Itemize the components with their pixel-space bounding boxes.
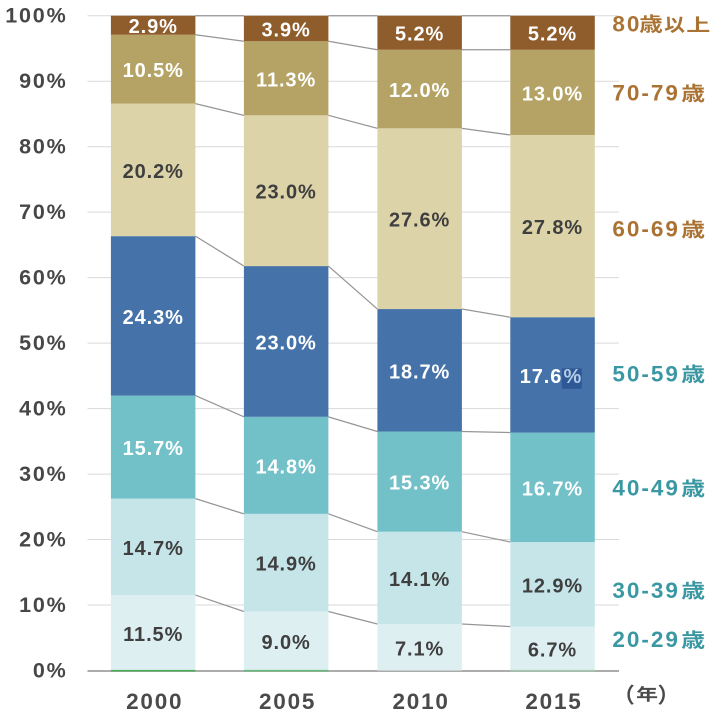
svg-text:50-59: 50-59: [612, 361, 680, 386]
svg-text:2010: 2010: [392, 689, 449, 714]
svg-text:11.5%: 11.5%: [123, 624, 183, 646]
svg-text:80: 80: [612, 11, 641, 36]
svg-text:27.6%: 27.6%: [389, 210, 450, 232]
svg-text:70%: 70%: [19, 200, 67, 224]
svg-text:2.9%: 2.9%: [129, 16, 178, 38]
svg-text:23.0%: 23.0%: [255, 182, 316, 204]
svg-text:23.0%: 23.0%: [255, 333, 316, 355]
svg-text:12.0%: 12.0%: [389, 80, 450, 102]
svg-text:40%: 40%: [19, 396, 67, 420]
svg-text:7.1%: 7.1%: [395, 638, 444, 660]
svg-text:14.1%: 14.1%: [389, 569, 450, 591]
svg-text:90%: 90%: [19, 69, 67, 93]
svg-text:27.8%: 27.8%: [522, 217, 583, 239]
svg-text:14.7%: 14.7%: [123, 538, 184, 560]
svg-text:16.7%: 16.7%: [522, 478, 583, 500]
svg-text:11.3%: 11.3%: [256, 69, 316, 91]
svg-text:6.7%: 6.7%: [528, 640, 577, 662]
svg-text:14.9%: 14.9%: [255, 554, 316, 576]
svg-text:12.9%: 12.9%: [522, 575, 583, 597]
svg-text:%: %: [564, 366, 583, 388]
svg-text:24.3%: 24.3%: [123, 307, 184, 329]
svg-text:80%: 80%: [19, 135, 67, 159]
svg-text:9.0%: 9.0%: [262, 632, 311, 654]
svg-text:30-39: 30-39: [612, 578, 680, 603]
svg-text:50%: 50%: [19, 331, 67, 355]
svg-text:20-29: 20-29: [612, 627, 680, 652]
svg-text:2000: 2000: [126, 689, 183, 714]
svg-text:15.3%: 15.3%: [389, 473, 450, 495]
svg-text:70-79: 70-79: [612, 81, 680, 106]
svg-text:40-49: 40-49: [612, 476, 680, 501]
svg-text:18.7%: 18.7%: [389, 361, 450, 383]
svg-text:30%: 30%: [19, 462, 67, 486]
svg-text:60%: 60%: [19, 265, 67, 289]
svg-text:14.8%: 14.8%: [255, 456, 316, 478]
svg-text:13.0%: 13.0%: [522, 83, 583, 105]
svg-text:3.9%: 3.9%: [262, 20, 311, 42]
svg-text:17.6: 17.6: [520, 366, 563, 388]
svg-text:100%: 100%: [5, 4, 67, 28]
svg-text:20%: 20%: [19, 527, 67, 551]
svg-text:15.7%: 15.7%: [123, 438, 184, 460]
svg-text:10.5%: 10.5%: [123, 60, 184, 82]
svg-text:2015: 2015: [525, 689, 582, 714]
svg-text:20.2%: 20.2%: [123, 161, 184, 183]
svg-text:5.2%: 5.2%: [528, 24, 577, 46]
svg-text:60-69: 60-69: [612, 217, 680, 242]
svg-text:10%: 10%: [19, 593, 67, 617]
svg-text:0%: 0%: [33, 658, 68, 682]
svg-text:5.2%: 5.2%: [395, 24, 444, 46]
svg-text:2005: 2005: [259, 689, 316, 714]
